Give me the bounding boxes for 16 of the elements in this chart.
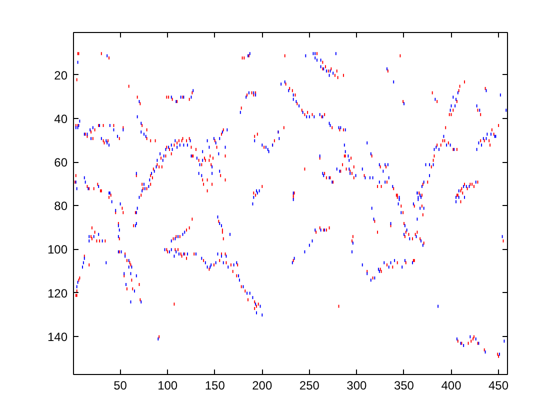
x-tick-label: 50 bbox=[114, 378, 128, 392]
y-tick-label: 120 bbox=[47, 286, 68, 300]
y-tick-label: 80 bbox=[54, 199, 68, 214]
y-tick-label: 20 bbox=[54, 68, 68, 82]
y-tick-label: 40 bbox=[54, 112, 68, 126]
x-tick-label: 100 bbox=[158, 378, 178, 392]
x-tick-label: 400 bbox=[441, 378, 462, 392]
x-tick-label: 250 bbox=[299, 378, 320, 392]
x-tick-label: 200 bbox=[252, 378, 272, 392]
y-tick-label: 60 bbox=[54, 156, 68, 170]
y-tick-label: 100 bbox=[47, 242, 68, 257]
y-tick-label: 140 bbox=[47, 330, 68, 344]
x-tick-label: 300 bbox=[346, 378, 368, 392]
x-tick-label: 450 bbox=[488, 378, 509, 392]
x-tick-label: 350 bbox=[394, 378, 414, 392]
x-tick-label: 150 bbox=[204, 378, 226, 392]
